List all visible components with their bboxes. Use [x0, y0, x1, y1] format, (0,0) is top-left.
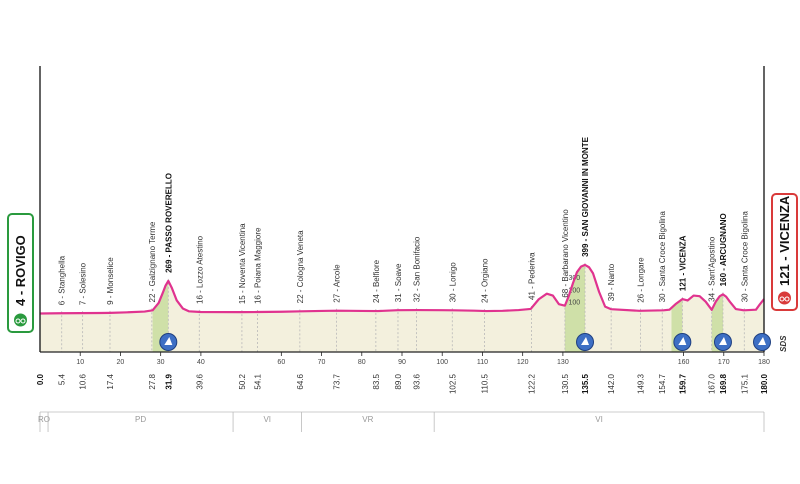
- waypoint-km-label: 154.7: [658, 373, 667, 394]
- waypoint-label: 68 - Barbarano Vicentino: [561, 209, 570, 298]
- waypoint-km-label: 89.0: [394, 373, 403, 389]
- waypoint-km-label: 17.4: [106, 373, 115, 389]
- x-tick-label: 30: [157, 359, 165, 366]
- x-tick-label: 170: [718, 359, 730, 366]
- waypoint-label: 399 - SAN GIOVANNI IN MONTE: [581, 136, 590, 257]
- province-label: VI: [595, 415, 603, 424]
- waypoint-label: 30 - Santa Croce Bigolina: [658, 211, 667, 303]
- waypoint-label: 16 - Lozzo Atestino: [195, 235, 204, 304]
- waypoint-km-label: 10.6: [79, 373, 88, 389]
- checkpoint-glyph: [164, 337, 173, 345]
- province-label: VR: [362, 415, 373, 424]
- checkpoint-marker-icon: [673, 333, 692, 351]
- waypoint-label: 32 - San Bonifacio: [412, 236, 421, 302]
- x-tick-label: 90: [398, 359, 406, 366]
- checkpoint-glyph: [758, 337, 766, 345]
- waypoint-label: 121 - VICENZA: [678, 235, 687, 291]
- waypoint-label: 30 - Santa Croce Bigolina: [740, 211, 749, 303]
- waypoint-label: 6 - Stanghella: [58, 255, 67, 305]
- finish-box: 121 - VICENZA: [771, 193, 798, 311]
- waypoint-label: 34 - Sant'Agostino: [708, 236, 717, 302]
- waypoint-label: 30 - Lonigo: [448, 262, 457, 303]
- start-bike-wheel: [20, 318, 26, 324]
- waypoint-km-label: 31.9: [164, 373, 173, 389]
- finish-bike-wheel: [779, 296, 785, 302]
- x-tick-label: 70: [318, 359, 326, 366]
- waypoint-km-label: 167.0: [708, 373, 717, 394]
- start-box-frame: [7, 213, 34, 333]
- profile-line: [39, 263, 765, 315]
- waypoint-label: 22 - Galzignano Terme: [148, 221, 157, 302]
- credit-label: SDS: [779, 335, 788, 352]
- checkpoint-marker-icon: [576, 333, 595, 351]
- waypoint-label: 41 - Pederiva: [528, 252, 537, 300]
- waypoint-label: 9 - Monselice: [106, 257, 115, 305]
- waypoint-label: 26 - Longare: [637, 257, 646, 303]
- waypoint-km-label: 102.5: [448, 373, 457, 394]
- waypoint-km-label: 83.5: [372, 373, 381, 389]
- waypoint-km-label: 159.7: [678, 373, 687, 394]
- waypoint-label: 24 - Orgiano: [480, 258, 489, 303]
- waypoint-label: 31 - Soave: [394, 263, 403, 302]
- x-tick-label: 130: [557, 359, 569, 366]
- waypoint-km-label: 27.8: [148, 373, 157, 389]
- waypoint-km-label: 130.5: [561, 373, 570, 394]
- province-label: PD: [135, 415, 146, 424]
- waypoint-km-label: 93.6: [412, 373, 421, 389]
- waypoint-label: 269 - PASSO ROVERELLO: [164, 173, 173, 273]
- waypoint-km-label: 169.8: [719, 373, 728, 394]
- x-tick-label: 60: [277, 359, 285, 366]
- x-tick-label: 20: [117, 359, 125, 366]
- waypoint-label: 22 - Cologna Veneta: [296, 230, 305, 303]
- waypoint-label: 15 - Noventa Vicentina: [238, 223, 247, 304]
- start-bike-wheel: [15, 318, 21, 324]
- waypoint-km-label: 110.5: [480, 373, 489, 393]
- waypoint-label: 160 - ARCUGNANO: [719, 213, 728, 286]
- x-tick-label: 120: [517, 359, 529, 366]
- waypoint-km-label: 73.7: [332, 373, 341, 389]
- waypoint-label: 7 - Solesino: [79, 262, 88, 305]
- province-label: VI: [263, 415, 271, 424]
- waypoint-km-label: 142.0: [607, 373, 616, 394]
- x-tick-label: 80: [358, 359, 366, 366]
- finish-bike-wheel: [784, 296, 790, 302]
- elevation-tick-label: 100: [568, 300, 580, 307]
- waypoint-km-label: 175.1: [740, 373, 749, 394]
- x-tick-label: 110: [477, 359, 488, 366]
- climb-fill-2: [564, 264, 586, 352]
- waypoint-km-label: 64.6: [296, 373, 305, 389]
- x-tick-label: 100: [436, 359, 448, 366]
- finish-km-label: 180.0: [760, 373, 769, 394]
- elevation-tick-label: 200: [568, 287, 580, 294]
- finish-box-frame: [771, 193, 798, 311]
- waypoint-label: 24 - Belfiore: [372, 259, 381, 303]
- waypoint-km-label: 149.3: [637, 373, 646, 394]
- x-tick-label: 10: [76, 359, 84, 366]
- checkpoint-glyph: [718, 337, 727, 345]
- start-label: 4 - ROVIGO: [13, 235, 28, 306]
- checkpoint-glyph: [678, 337, 687, 345]
- start-box: 4 - ROVIGO: [7, 213, 34, 333]
- waypoint-label: 27 - Arcole: [332, 264, 341, 303]
- finish-checkpoint-icon: [753, 333, 771, 351]
- checkpoint-marker-icon: [159, 333, 178, 351]
- checkpoint-glyph: [581, 337, 590, 345]
- waypoint-km-label: 135.5: [581, 373, 590, 394]
- waypoint-km-label: 5.4: [58, 373, 67, 385]
- waypoint-km-label: 39.6: [195, 373, 204, 389]
- x-tick-label: 180: [758, 359, 770, 366]
- province-label: RO: [38, 415, 50, 424]
- start-km-label: 0.0: [36, 373, 45, 385]
- x-tick-label: 160: [678, 359, 690, 366]
- waypoint-km-label: 50.2: [238, 373, 247, 389]
- checkpoint-marker-icon: [713, 333, 732, 351]
- waypoint-km-label: 54.1: [254, 373, 263, 389]
- waypoint-label: 39 - Nanto: [607, 263, 616, 301]
- waypoint-label: 16 - Poiana Maggiore: [254, 227, 263, 304]
- waypoint-km-label: 122.2: [528, 373, 537, 394]
- finish-label: 121 - VICENZA: [777, 195, 792, 286]
- x-tick-label: 40: [197, 359, 205, 366]
